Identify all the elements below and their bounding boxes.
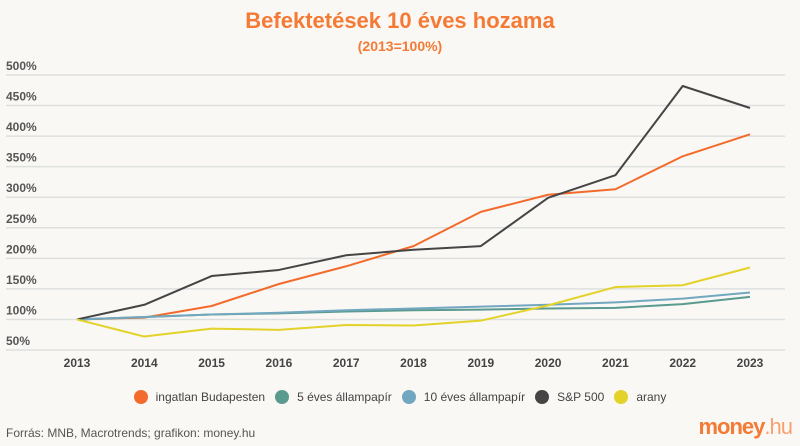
line-chart: 50% 100% 150% 200% 250% 300% 350% 400% 450% 500% 2… [6,59,785,370]
legend-swatch [614,390,629,404]
y-tick-label: 450% [6,90,37,104]
series-line-10-ves-llampap-r [76,291,751,321]
y-tick-label: 250% [6,212,37,226]
x-tick-label: 2022 [669,356,696,370]
x-tick-label: 2019 [467,356,494,370]
legend-item: 5 éves állampapír [275,390,392,404]
legend-swatch [535,390,550,404]
x-tick-label: 2023 [737,356,764,370]
legend: ingatlan Budapesten 5 éves állampapír 10 é… [0,390,800,404]
legend-item: 10 éves állampapír [401,390,526,404]
series-line-arany [76,266,751,338]
y-tick-label: 50% [6,334,30,348]
y-tick-label: 300% [6,181,37,195]
x-tick-label: 2015 [198,356,225,370]
y-tick-label: 200% [6,242,37,256]
legend-swatch [401,390,416,404]
legend-label: ingatlan Budapesten [155,390,266,404]
legend-item: arany [614,390,666,404]
chart-subtitle: (2013=100%) [357,38,443,54]
money-hu-logo: money.hu [698,414,793,440]
legend-swatch [275,390,290,404]
series-line-ingatlan-budapesten [76,133,751,321]
legend-item: ingatlan Budapesten [133,390,266,404]
logo-main: money [698,414,765,439]
chart-title: Befektetések 10 éves hozama [245,8,555,33]
x-tick-label: 2021 [602,356,629,370]
y-tick-label: 400% [6,120,37,134]
y-tick-label: 150% [6,273,37,287]
y-tick-label: 350% [6,151,37,165]
legend-label: 10 éves állampapír [423,390,526,404]
x-tick-label: 2016 [266,356,293,370]
legend-label: arany [636,390,667,404]
series-line-s-p-500 [76,85,751,321]
legend-item: S&P 500 [535,390,604,404]
y-tick-label: 100% [6,303,37,317]
x-tick-label: 2017 [333,356,360,370]
x-tick-label: 2013 [64,356,91,370]
legend-label: S&P 500 [557,390,605,404]
x-tick-label: 2020 [535,356,562,370]
legend-label: 5 éves állampapír [297,390,392,404]
x-tick-label: 2014 [131,356,158,370]
logo-suffix: .hu [764,414,793,439]
legend-swatch [133,390,148,404]
x-tick-label: 2018 [400,356,427,370]
source-note: Forrás: MNB, Macrotrends; grafikon: mone… [6,426,256,440]
y-tick-label: 500% [6,59,37,73]
